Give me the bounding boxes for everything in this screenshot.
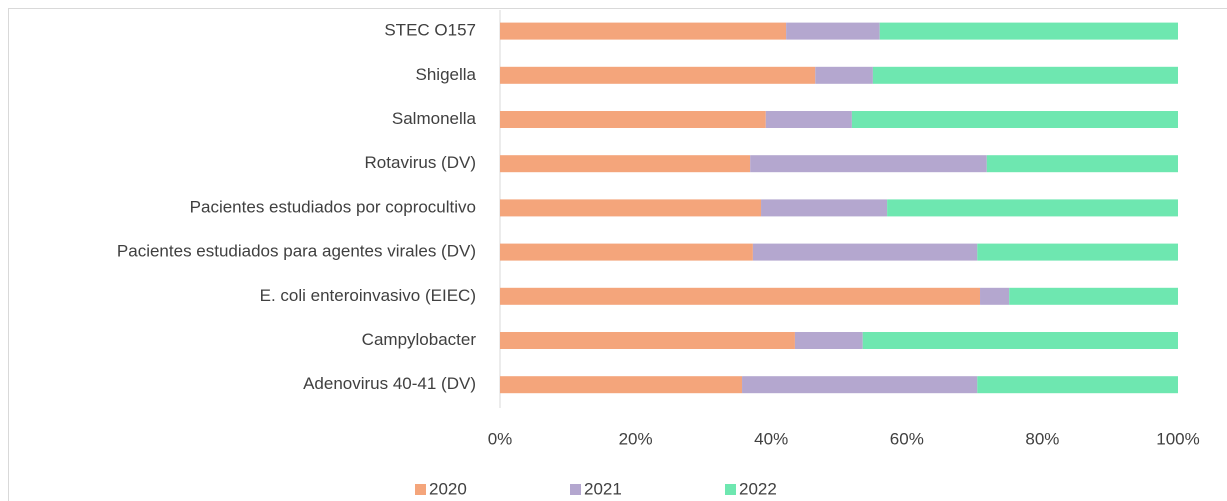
bar-segment xyxy=(986,155,1178,173)
x-tick-label: 60% xyxy=(890,429,924,448)
bar-segment xyxy=(500,199,762,217)
legend-swatch xyxy=(570,484,581,495)
bar-segment xyxy=(500,66,816,84)
legend-label: 2021 xyxy=(584,479,622,498)
bar-segment xyxy=(786,22,880,40)
bar-segment xyxy=(794,332,863,349)
y-tick-label: Pacientes estudiados para agentes virale… xyxy=(117,242,476,261)
y-tick-label: Campylobacter xyxy=(362,330,477,349)
bar-segment xyxy=(500,155,751,173)
x-tick-label: 0% xyxy=(488,429,513,448)
bar-segment xyxy=(872,66,1178,84)
y-tick-label: Rotavirus (DV) xyxy=(365,153,476,172)
bar-segment xyxy=(815,66,873,84)
y-tick-label: E. coli enteroinvasivo (EIEC) xyxy=(260,286,476,305)
y-tick-label: Salmonella xyxy=(392,109,477,128)
x-tick-label: 20% xyxy=(619,429,653,448)
bar-segment xyxy=(879,22,1178,40)
y-tick-label: Shigella xyxy=(416,65,477,84)
legend-swatch xyxy=(415,484,426,495)
y-tick-label: Adenovirus 40-41 (DV) xyxy=(303,374,476,393)
bar-segment xyxy=(851,111,1178,128)
bar-segment xyxy=(750,155,987,173)
bar-segment xyxy=(742,376,978,394)
bar-segment xyxy=(977,243,1178,261)
bar-segment xyxy=(500,287,981,305)
legend-label: 2020 xyxy=(429,479,467,498)
legend-label: 2022 xyxy=(739,479,777,498)
bar-segment xyxy=(862,332,1178,349)
bar-segment xyxy=(1009,287,1178,305)
bar-segment xyxy=(980,287,1010,305)
bar-segment xyxy=(500,111,766,128)
bar-segment xyxy=(752,243,978,261)
chart-frame xyxy=(8,8,1227,501)
bar-segment xyxy=(500,243,753,261)
x-tick-label: 100% xyxy=(1156,429,1199,448)
bar-segment xyxy=(500,332,795,349)
bar-segment xyxy=(977,376,1178,394)
bar-segment xyxy=(500,376,743,394)
bar-segment xyxy=(765,111,852,128)
bar-segment xyxy=(761,199,888,217)
legend-swatch xyxy=(725,484,736,495)
y-tick-label: STEC O157 xyxy=(384,21,476,40)
x-tick-label: 40% xyxy=(754,429,788,448)
y-tick-label: Pacientes estudiados por coprocultivo xyxy=(190,197,476,216)
bar-segment xyxy=(500,22,787,40)
x-tick-label: 80% xyxy=(1025,429,1059,448)
bar-segment xyxy=(887,199,1178,217)
